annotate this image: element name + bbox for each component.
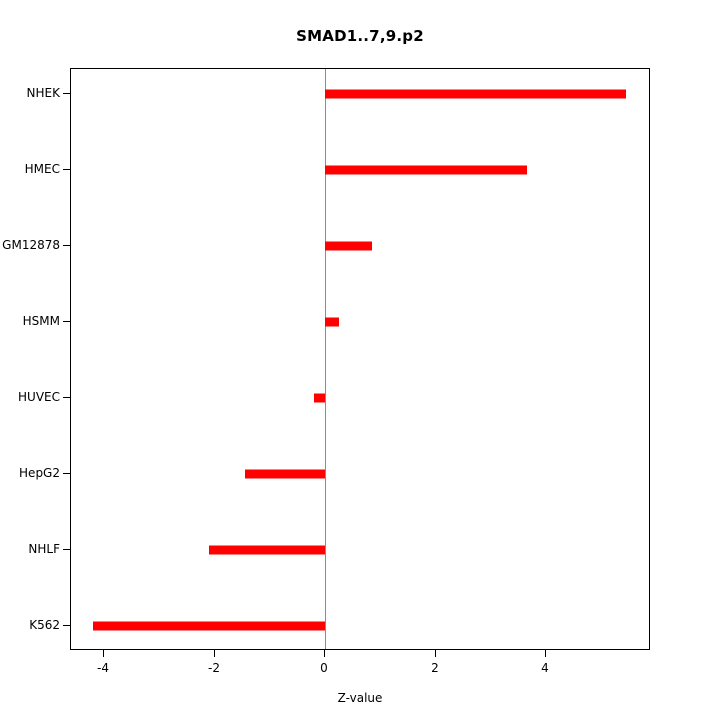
bar-gm12878 [325,241,372,251]
y-axis-label-hsmm: HSMM [22,314,60,328]
x-axis-tick [545,650,546,657]
y-axis-tick [63,245,70,246]
x-axis-tick [324,650,325,657]
y-axis-tick [63,625,70,626]
bar-hepg2 [245,469,325,479]
y-axis-tick [63,93,70,94]
y-axis-label-nhek: NHEK [26,86,60,100]
y-axis-tick [63,397,70,398]
x-axis-tick-label: 2 [431,661,439,675]
bar-nhlf [209,545,325,555]
bar-nhek [325,89,626,99]
chart-title: SMAD1..7,9.p2 [296,27,424,45]
x-axis-tick [103,650,104,657]
x-axis-tick-label: 0 [320,661,328,675]
y-axis-label-gm12878: GM12878 [2,238,60,252]
y-axis-label-hmec: HMEC [24,162,60,176]
zero-reference-line [325,69,326,649]
bar-huvec [314,393,325,403]
bar-hsmm [325,317,339,327]
plot-area [70,68,650,650]
y-axis-tick [63,169,70,170]
bar-hmec [325,165,527,175]
y-axis-label-k562: K562 [29,618,60,632]
x-axis-tick [435,650,436,657]
x-axis-title: Z-value [337,691,383,705]
y-axis-label-huvec: HUVEC [18,390,60,404]
y-axis-tick [63,473,70,474]
y-axis-tick [63,321,70,322]
y-axis-tick [63,549,70,550]
y-axis-label-hepg2: HepG2 [19,466,60,480]
x-axis-tick-label: -4 [97,661,109,675]
bar-k562 [93,621,325,631]
x-axis-tick [214,650,215,657]
x-axis-tick-label: 4 [541,661,549,675]
y-axis-label-nhlf: NHLF [28,542,60,556]
x-axis-tick-label: -2 [208,661,220,675]
